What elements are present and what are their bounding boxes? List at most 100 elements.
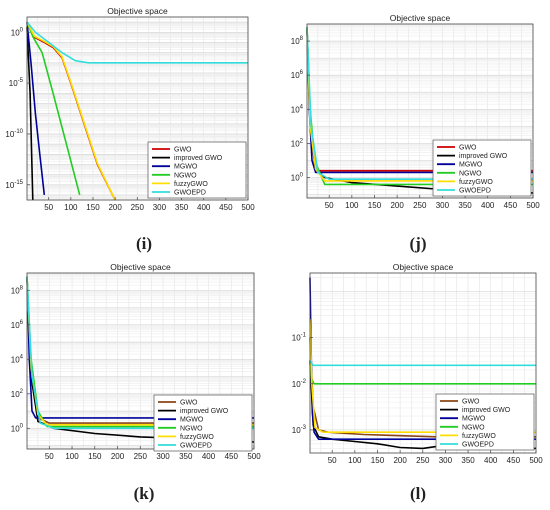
y-tick-label: 104 bbox=[11, 354, 24, 364]
legend-label: fuzzyGWO bbox=[174, 181, 208, 188]
x-tick-label: 100 bbox=[345, 201, 359, 210]
x-tick-label: 350 bbox=[458, 201, 472, 210]
legend-box bbox=[435, 393, 535, 451]
caption-j: (j) bbox=[409, 234, 427, 253]
y-tick-label: 108 bbox=[11, 285, 24, 295]
x-tick-label: 150 bbox=[368, 201, 382, 210]
x-tick-label: 50 bbox=[325, 201, 334, 210]
x-tick-label: 200 bbox=[111, 452, 125, 461]
legend-label: NGWO bbox=[180, 425, 203, 432]
series-line-gwoepd bbox=[306, 27, 533, 180]
x-tick-label: 450 bbox=[219, 203, 233, 212]
chart-panel-j: Objective space 50 100 150 200 250 300 350 400 45… bbox=[291, 13, 540, 210]
legend-label: GWOEPD bbox=[174, 190, 206, 197]
x-tick-label: 500 bbox=[529, 456, 543, 465]
x-tick-label: 300 bbox=[436, 201, 450, 210]
y-tick-label: 106 bbox=[11, 320, 24, 330]
legend-label: GWOEPD bbox=[459, 188, 491, 195]
x-tick-label: 200 bbox=[390, 201, 404, 210]
y-tick-label: 100 bbox=[11, 27, 24, 37]
x-tick-label: 450 bbox=[504, 201, 518, 210]
chart-title: Objective space bbox=[110, 262, 171, 272]
x-tick-label: 450 bbox=[225, 452, 239, 461]
y-tick-label: 10-3 bbox=[292, 425, 307, 435]
x-tick-label: 100 bbox=[65, 452, 79, 461]
legend-label: GWO bbox=[180, 400, 198, 407]
legend-label: MGWO bbox=[459, 162, 483, 169]
y-tick-label: 104 bbox=[291, 104, 304, 114]
x-tick-label: 150 bbox=[86, 203, 100, 212]
y-tick-label: 102 bbox=[11, 389, 24, 399]
caption-k: (k) bbox=[133, 484, 155, 503]
x-tick-label: 400 bbox=[481, 201, 495, 210]
x-tick-label: 150 bbox=[88, 452, 102, 461]
x-tick-label: 50 bbox=[328, 456, 337, 465]
chart-title: Objective space bbox=[390, 13, 451, 23]
y-tick-label: 108 bbox=[291, 36, 304, 46]
x-tick-label: 150 bbox=[371, 456, 385, 465]
chart-panel-i: Objective space 50 100 150 200 250 300 350 400 45… bbox=[5, 6, 255, 212]
x-tick-label: 500 bbox=[526, 201, 540, 210]
chart-panel-l: Objective space 50 100 150 200 250 300 350 400 45… bbox=[292, 262, 543, 465]
legend-box bbox=[153, 394, 253, 452]
x-tick-label: 250 bbox=[416, 456, 430, 465]
legend-box bbox=[147, 141, 247, 199]
legend-label: GWOEPD bbox=[180, 443, 212, 450]
y-tick-label: 100 bbox=[291, 173, 304, 183]
y-tick-label: 10-1 bbox=[292, 333, 307, 343]
legend-label: GWOEPD bbox=[462, 442, 494, 449]
x-tick-label: 400 bbox=[484, 456, 498, 465]
legend-label: fuzzyGWO bbox=[180, 434, 214, 441]
x-tick-label: 250 bbox=[131, 203, 145, 212]
x-tick-label: 50 bbox=[44, 203, 53, 212]
x-tick-label: 400 bbox=[197, 203, 211, 212]
x-tick-label: 300 bbox=[153, 203, 167, 212]
x-tick-label: 100 bbox=[348, 456, 362, 465]
y-tick-label: 10-10 bbox=[5, 129, 23, 139]
y-tick-label: 100 bbox=[11, 423, 24, 433]
x-tick-label: 200 bbox=[108, 203, 122, 212]
series-line-gwoepd bbox=[309, 360, 536, 367]
legend-label: improved GWO bbox=[180, 408, 229, 415]
legend-label: GWO bbox=[462, 399, 480, 406]
legend-label: GWO bbox=[174, 147, 192, 154]
x-tick-label: 350 bbox=[461, 456, 475, 465]
x-tick-label: 250 bbox=[134, 452, 148, 461]
series-line-fuzzygwo bbox=[26, 21, 116, 201]
chart-title: Objective space bbox=[107, 6, 168, 16]
x-tick-label: 300 bbox=[439, 456, 453, 465]
series-line-gwoepd bbox=[26, 276, 254, 430]
y-tick-label: 10-15 bbox=[5, 180, 23, 190]
legend-label: improved GWO bbox=[462, 407, 511, 414]
series-line-gwoepd bbox=[26, 21, 248, 64]
x-tick-label: 250 bbox=[413, 201, 427, 210]
legend-label: MGWO bbox=[180, 417, 204, 424]
legend-label: improved GWO bbox=[174, 155, 223, 162]
series-line-mgwo bbox=[26, 22, 46, 195]
chart-title: Objective space bbox=[393, 262, 454, 272]
y-tick-label: 10-2 bbox=[292, 379, 307, 389]
x-tick-label: 500 bbox=[247, 452, 261, 461]
legend-label: MGWO bbox=[174, 164, 198, 171]
y-tick-label: 10-5 bbox=[9, 78, 24, 88]
x-tick-label: 450 bbox=[507, 456, 521, 465]
y-tick-label: 106 bbox=[291, 70, 304, 80]
legend-label: MGWO bbox=[462, 416, 486, 423]
legend-label: GWO bbox=[459, 145, 477, 152]
caption-i: (i) bbox=[135, 234, 153, 253]
series-line-mgwo bbox=[26, 276, 254, 419]
legend-label: improved GWO bbox=[459, 153, 508, 160]
x-tick-label: 350 bbox=[179, 452, 193, 461]
caption-l: (l) bbox=[409, 484, 427, 503]
series-line-improved-gwo bbox=[26, 27, 34, 201]
legend-label: fuzzyGWO bbox=[459, 179, 493, 186]
chart-panel-k: Objective space 50 100 150 200 250 300 350 400 45… bbox=[11, 262, 261, 461]
x-tick-label: 500 bbox=[241, 203, 255, 212]
x-tick-label: 400 bbox=[202, 452, 216, 461]
y-tick-label: 102 bbox=[291, 138, 304, 148]
x-tick-label: 50 bbox=[45, 452, 54, 461]
x-tick-label: 200 bbox=[393, 456, 407, 465]
legend-label: fuzzyGWO bbox=[462, 433, 496, 440]
legend-label: NGWO bbox=[174, 172, 197, 179]
legend-box bbox=[432, 139, 532, 197]
